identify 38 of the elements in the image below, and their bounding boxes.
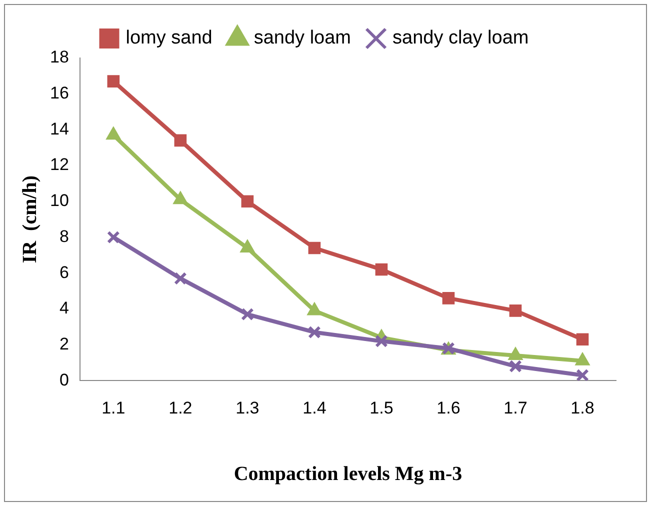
point	[509, 304, 522, 317]
x-tick-label: 1.6	[436, 398, 460, 418]
point	[375, 263, 388, 276]
point	[106, 230, 120, 244]
point	[509, 360, 522, 373]
x-tick-label: 1.4	[302, 398, 326, 418]
y-tick-label: 8	[59, 226, 69, 246]
point	[241, 195, 254, 208]
point	[240, 308, 254, 321]
y-tick-label: 0	[59, 370, 69, 390]
x-tick-label: 1.2	[168, 398, 192, 418]
y-tick-label: 18	[50, 48, 69, 67]
y-tick-label: 16	[50, 84, 69, 103]
point	[308, 242, 321, 254]
x-tick-label: 1.1	[102, 398, 126, 418]
x-tick-label: 1.5	[370, 398, 394, 418]
point	[174, 272, 187, 285]
y-tick-label: 14	[50, 119, 69, 138]
x-tick-label: 1.7	[504, 398, 528, 418]
legend-label: sandy clay loam	[392, 28, 529, 49]
y-tick-label: 6	[59, 262, 69, 282]
point	[308, 326, 321, 339]
point	[576, 368, 589, 381]
y-axis-title: IR (cm/h)	[19, 175, 42, 264]
y-tick-label: 10	[50, 191, 69, 210]
legend-label: sandy loam	[254, 28, 352, 49]
point	[107, 75, 120, 88]
y-tick-label: 4	[59, 298, 69, 318]
point	[442, 292, 455, 304]
y-tick-label: 12	[50, 155, 69, 174]
x-tick-label: 1.8	[570, 398, 594, 418]
point	[576, 333, 589, 346]
y-tick-label: 2	[59, 334, 69, 354]
x-tick-label: 1.3	[236, 398, 260, 418]
point	[375, 334, 388, 348]
x-axis-title: Compaction levels Mg m-3	[234, 463, 462, 486]
legend-label: lomy sand	[126, 28, 212, 49]
point	[174, 134, 187, 147]
